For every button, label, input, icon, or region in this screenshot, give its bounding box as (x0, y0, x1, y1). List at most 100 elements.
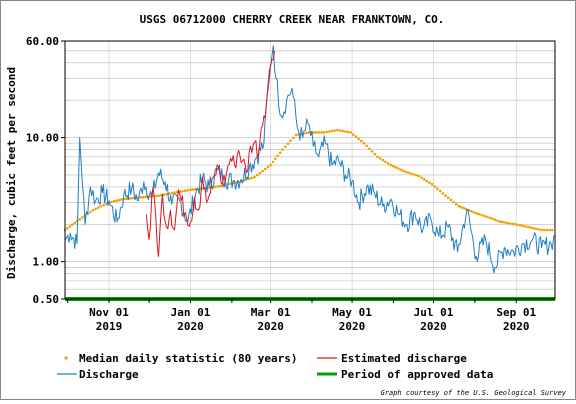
median-point (284, 145, 287, 148)
y-tick-label: 60.00 (26, 35, 59, 48)
median-point (78, 217, 81, 221)
median-point (532, 226, 535, 230)
median-point (218, 184, 222, 188)
median-point (162, 193, 166, 196)
median-point (183, 189, 187, 192)
median-point (381, 158, 385, 162)
median-point (110, 200, 113, 204)
median-point (325, 130, 329, 134)
median-point (305, 131, 309, 135)
median-point (333, 129, 337, 132)
median-point (142, 195, 145, 199)
median-point (548, 228, 551, 232)
median-point (386, 162, 390, 165)
median-point (181, 189, 184, 193)
median-point (394, 166, 398, 169)
median-point (264, 167, 267, 171)
median-point (274, 157, 277, 161)
median-point (186, 188, 190, 192)
median-point (213, 185, 217, 189)
series-discharge (64, 45, 556, 274)
x-tick-label: Jan 01 (171, 306, 211, 319)
chart-title: USGS 06712000 CHERRY CREEK NEAR FRANKTOW… (140, 13, 445, 26)
median-point (433, 185, 437, 188)
median-point (117, 198, 121, 202)
median-point (454, 202, 458, 206)
median-point (120, 198, 123, 201)
median-point (216, 185, 219, 188)
median-point (417, 174, 421, 178)
median-point (490, 217, 494, 220)
y-axis-label: Discharge, cubic feet per second (5, 67, 18, 279)
median-point (336, 128, 339, 132)
median-point (438, 189, 442, 193)
median-point (493, 218, 497, 221)
median-point (115, 199, 118, 202)
median-point (68, 225, 72, 228)
y-tick-label: 0.50 (33, 293, 60, 306)
median-point (477, 212, 481, 216)
legend-estimated-label: Estimated discharge (341, 352, 467, 365)
median-point (422, 178, 426, 181)
x-tick-year: 2020 (420, 320, 447, 333)
median-point (269, 163, 272, 167)
median-point (389, 163, 393, 167)
median-point (278, 151, 282, 154)
median-point (519, 224, 522, 227)
median-point (341, 129, 345, 133)
median-point (99, 205, 103, 208)
legend-median-label: Median daily statistic (80 years) (79, 352, 298, 365)
median-point (354, 135, 358, 138)
median-point (255, 173, 259, 177)
median-point (499, 220, 502, 223)
median-point (527, 225, 530, 229)
median-point (124, 197, 128, 200)
median-point (346, 130, 350, 134)
median-point (384, 160, 387, 164)
median-point (430, 183, 434, 186)
median-point (378, 157, 382, 160)
median-point (250, 176, 254, 180)
median-point (428, 181, 431, 184)
median-point (516, 223, 519, 227)
median-point (73, 221, 77, 225)
median-point (338, 129, 342, 132)
median-point (406, 171, 410, 174)
median-point (344, 130, 347, 133)
x-tick-label: Mar 01 (251, 306, 291, 319)
median-point (276, 154, 280, 158)
median-point (488, 216, 491, 219)
median-point (292, 136, 295, 140)
median-point (396, 167, 400, 170)
median-point (496, 219, 499, 222)
median-point (322, 131, 326, 134)
median-point (480, 213, 483, 217)
median-point (91, 208, 95, 212)
median-point (112, 200, 116, 203)
x-tick-year: 2020 (257, 320, 284, 333)
median-point (66, 226, 69, 230)
median-point (129, 197, 133, 200)
median-point (271, 160, 275, 164)
median-point (501, 220, 505, 224)
median-point (317, 131, 321, 134)
median-point (362, 141, 366, 145)
median-point (506, 221, 509, 225)
median-point (425, 179, 429, 183)
median-point (312, 131, 316, 134)
median-point (513, 223, 517, 226)
median-point (420, 176, 423, 179)
median-point (391, 164, 395, 168)
median-point (170, 191, 174, 195)
median-point (189, 188, 192, 191)
median-point (320, 131, 323, 134)
median-point (157, 194, 160, 197)
median-point (139, 196, 143, 199)
median-point (71, 223, 74, 226)
median-point (349, 131, 353, 134)
median-point (521, 224, 525, 228)
median-point (258, 171, 262, 175)
